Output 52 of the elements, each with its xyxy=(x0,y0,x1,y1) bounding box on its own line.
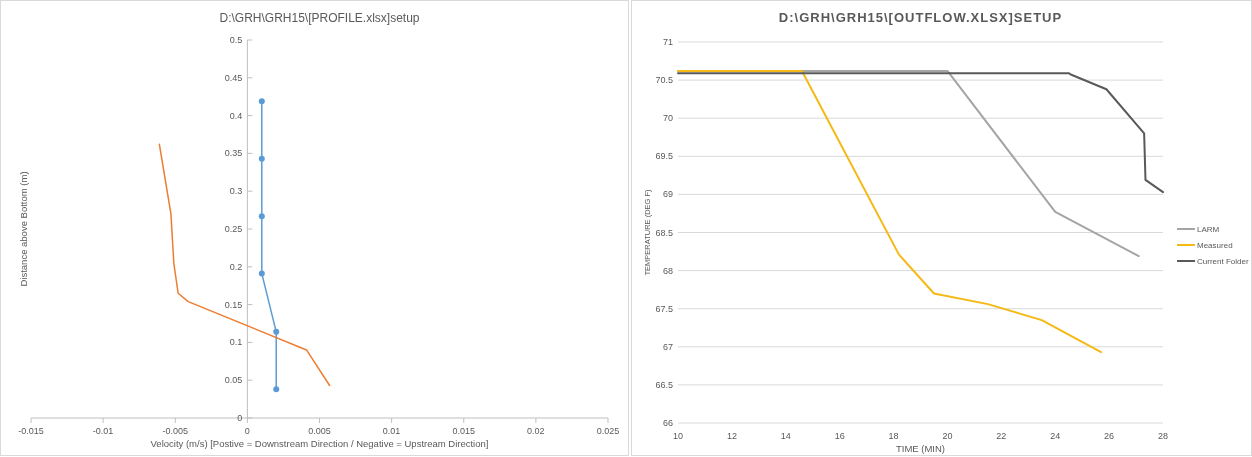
y-tick-label: 0.1 xyxy=(229,337,243,348)
x-tick-label: 0.005 xyxy=(308,426,331,436)
x-tick-label: 12 xyxy=(726,431,737,441)
line-series xyxy=(677,69,1103,354)
y-tick-label: 0.4 xyxy=(229,110,243,121)
line-series xyxy=(158,143,331,387)
y-tick-label: 0.3 xyxy=(229,186,243,197)
y-tick-label: 0 xyxy=(237,413,243,423)
x-tick-label: 20 xyxy=(942,431,953,441)
x-tick-label: 0.015 xyxy=(452,426,476,436)
x-tick-label: 18 xyxy=(888,431,899,441)
y-tick-label: 70.5 xyxy=(655,75,673,86)
y-tick-label: 67 xyxy=(662,341,673,352)
x-tick-label: -0.01 xyxy=(92,426,114,436)
y-tick-label: 0.45 xyxy=(224,72,243,83)
x-tick-label: 0.01 xyxy=(382,426,401,436)
x-tick-label: 14 xyxy=(780,431,791,441)
x-tick-label: -0.005 xyxy=(162,426,189,436)
y-tick-label: 67.5 xyxy=(655,303,673,314)
y-tick-label: 0.25 xyxy=(224,224,243,234)
y-tick-label: 0.2 xyxy=(229,261,243,272)
chart-title: D:\GRH\GRH15\[OUTFLOW.XLSX]SETUP xyxy=(778,10,1063,25)
x-tick-label: -0.015 xyxy=(18,426,44,436)
x-tick-label: 22 xyxy=(996,431,1007,441)
y-tick-label: 70 xyxy=(662,113,673,124)
y-tick-label: 66.5 xyxy=(655,379,673,390)
y-tick-label: 66 xyxy=(662,418,673,428)
legend-label: LARM xyxy=(1197,225,1220,234)
y-tick-label: 0.35 xyxy=(224,148,243,159)
y-tick-label: 69 xyxy=(662,189,673,200)
x-tick-label: 28 xyxy=(1157,431,1169,441)
x-axis-title: Velocity (m/s) [Postive = Downstream Direction / Negative = Upstream Direction] xyxy=(150,438,489,449)
legend-label: Measured xyxy=(1197,241,1233,250)
y-tick-label: 71 xyxy=(662,37,673,47)
x-tick-label: 0.025 xyxy=(596,426,620,436)
y-tick-label: 69.5 xyxy=(655,151,673,162)
y-axis-title: Distance above Bottom (m) xyxy=(18,171,29,287)
chart-title: D:\GRH\GRH15\[PROFILE.xlsx]setup xyxy=(219,11,420,25)
x-axis-title: TIME (MIN) xyxy=(895,443,946,454)
x-tick-label: 0.02 xyxy=(527,426,545,436)
y-tick-label: 0.5 xyxy=(229,35,243,45)
x-tick-label: 26 xyxy=(1104,431,1115,441)
y-tick-label: 68 xyxy=(662,265,673,276)
y-tick-label: 0.15 xyxy=(224,299,243,310)
x-tick-label: 0 xyxy=(244,426,250,436)
x-tick-label: 10 xyxy=(672,431,684,441)
y-tick-label: 68.5 xyxy=(655,227,673,238)
y-tick-label: 0.05 xyxy=(224,375,243,386)
line-series xyxy=(677,72,1164,194)
x-tick-label: 16 xyxy=(834,431,845,441)
legend-label: Current Folder xyxy=(1197,257,1249,266)
x-tick-label: 24 xyxy=(1050,431,1061,441)
